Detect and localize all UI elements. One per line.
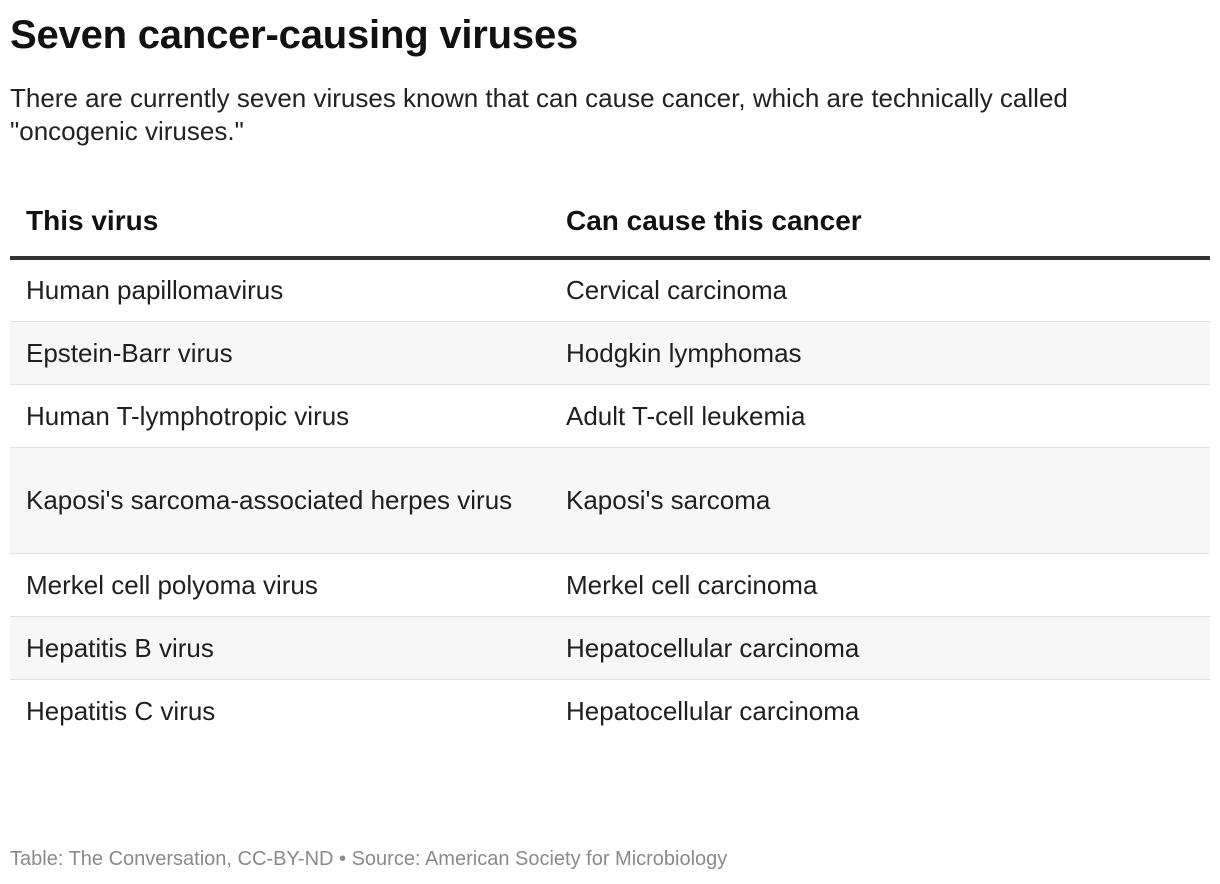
cancer-cell: Cervical carcinoma (550, 258, 1210, 322)
virus-cell: Human papillomavirus (10, 258, 550, 322)
virus-cell: Epstein-Barr virus (10, 321, 550, 385)
page-title: Seven cancer-causing viruses (10, 13, 579, 57)
page-subtitle: There are currently seven viruses known … (10, 83, 1068, 146)
cancer-cell: Merkel cell carcinoma (550, 553, 1210, 617)
table-row: Epstein-Barr virus Hodgkin lymphomas (10, 321, 1210, 385)
cancer-cell: Hepatocellular carcinoma (566, 695, 860, 726)
table-row: Hepatitis B virus Hepatocellular carcino… (10, 616, 1210, 680)
column-header-virus: This virus (10, 186, 550, 260)
table-header-row: This virus Can cause this cancer (10, 186, 1210, 260)
table-body: Human papillomavirus Cervical carcinoma … (10, 258, 1210, 742)
virus-cell: Merkel cell polyoma virus (10, 553, 550, 617)
table-header: This virus Can cause this cancer (10, 186, 1210, 260)
cancer-cell: Adult T-cell leukemia (550, 384, 1210, 448)
cancer-cell: Hepatocellular carcinoma (550, 616, 1210, 680)
table-row: Kaposi's sarcoma-associated herpes virus… (10, 447, 1210, 554)
table-row: Merkel cell polyoma virus Merkel cell ca… (10, 553, 1210, 617)
virus-cell: Hepatitis C virus (26, 695, 216, 726)
column-header-cancer: Can cause this cancer (550, 186, 1210, 260)
cancer-cell: Kaposi's sarcoma (550, 447, 1210, 554)
table-row: Hepatitis C virus Hepatocellular carcino… (10, 679, 1210, 742)
cancer-cell: Hodgkin lymphomas (550, 321, 1210, 385)
table-row: Human papillomavirus Cervical carcinoma (10, 258, 1210, 322)
source-credit: Table: The Conversation, CC-BY-ND • Sour… (10, 848, 728, 870)
virus-cell: Human T-lymphotropic virus (10, 384, 550, 448)
virus-cancer-table: This virus Can cause this cancer Human p… (10, 186, 1210, 742)
virus-cell: Kaposi's sarcoma-associated herpes virus (10, 447, 550, 554)
table-row: Human T-lymphotropic virus Adult T-cell … (10, 384, 1210, 448)
virus-cell: Hepatitis B virus (10, 616, 550, 680)
